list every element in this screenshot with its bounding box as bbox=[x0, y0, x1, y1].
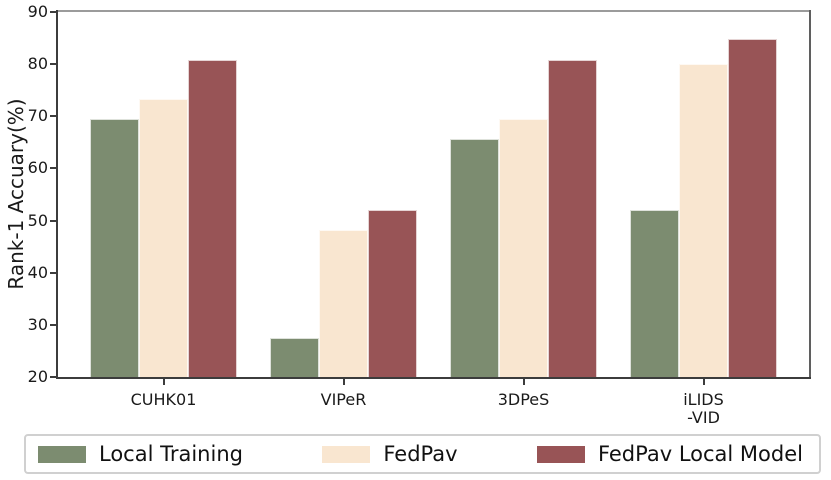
x-tick-label-3dpes: 3DPeS bbox=[497, 390, 550, 409]
bar-viper-fedpav-local-model bbox=[368, 210, 417, 377]
legend-swatch-fedpav-local-model bbox=[536, 445, 585, 463]
legend-swatch-local-training bbox=[38, 445, 86, 463]
y-tick-mark-80 bbox=[50, 63, 56, 66]
y-tick-label-80: 80 bbox=[27, 54, 48, 74]
bar-viper-local-training bbox=[270, 337, 319, 377]
y-tick-label-30: 30 bbox=[27, 314, 48, 334]
y-axis-label: Rank-1 Accuary(%) bbox=[4, 98, 28, 290]
y-tick-mark-40 bbox=[50, 271, 56, 274]
bar-3dpes-fedpav-local-model bbox=[548, 60, 597, 377]
right-spine bbox=[809, 10, 811, 379]
legend-item-local-training: Local Training bbox=[38, 442, 243, 466]
x-tick-mark-cuhk01 bbox=[162, 379, 165, 385]
legend-item-fedpav-local-model: FedPav Local Model bbox=[536, 442, 803, 466]
x-tick-mark-viper bbox=[342, 379, 345, 385]
y-tick-label-50: 50 bbox=[27, 210, 48, 230]
x-tick-mark-3dpes bbox=[522, 379, 525, 385]
y-tick-mark-70 bbox=[50, 115, 56, 118]
legend-label-fedpav: FedPav bbox=[383, 442, 458, 466]
y-tick-label-60: 60 bbox=[27, 158, 48, 178]
x-tick-mark-ilids-vid bbox=[702, 379, 705, 385]
bottom-spine bbox=[56, 377, 811, 379]
y-tick-label-70: 70 bbox=[27, 106, 48, 126]
legend-swatch-fedpav bbox=[322, 445, 371, 463]
x-tick-label-ilids-vid: iLIDS -VID bbox=[683, 390, 724, 427]
bar-cuhk01-fedpav bbox=[139, 98, 188, 377]
legend-item-fedpav: FedPav bbox=[322, 442, 458, 466]
bar-ilids-vid-fedpav bbox=[679, 64, 728, 377]
y-tick-label-90: 90 bbox=[27, 2, 48, 21]
y-tick-mark-60 bbox=[50, 167, 56, 170]
bar-3dpes-fedpav bbox=[499, 119, 548, 377]
bar-3dpes-local-training bbox=[450, 138, 499, 377]
legend-label-fedpav-local-model: FedPav Local Model bbox=[597, 442, 803, 466]
bar-cuhk01-local-training bbox=[90, 119, 139, 377]
left-spine bbox=[56, 10, 58, 379]
legend-label-local-training: Local Training bbox=[99, 442, 243, 466]
y-tick-label-20: 20 bbox=[27, 367, 48, 386]
y-tick-label-40: 40 bbox=[27, 262, 48, 282]
plot-area: 20 30 40 50 60 70 80 90 CUHK01 VIPeR 3DPeS iLIDS -… bbox=[28, 4, 811, 427]
x-tick-label-cuhk01: CUHK01 bbox=[130, 390, 197, 409]
bar-viper-fedpav bbox=[319, 229, 368, 377]
x-tick-label-viper: VIPeR bbox=[320, 390, 367, 409]
y-tick-mark-90 bbox=[50, 11, 56, 13]
legend: Local Training FedPav FedPav Local Model bbox=[24, 434, 821, 474]
top-spine bbox=[56, 10, 811, 12]
bar-ilids-vid-local-training bbox=[630, 210, 679, 377]
y-tick-mark-30 bbox=[50, 323, 56, 326]
bar-ilids-vid-fedpav-local-model bbox=[728, 39, 777, 377]
y-tick-mark-50 bbox=[50, 219, 56, 222]
bar-cuhk01-fedpav-local-model bbox=[188, 60, 237, 377]
y-tick-mark-20 bbox=[50, 376, 56, 378]
